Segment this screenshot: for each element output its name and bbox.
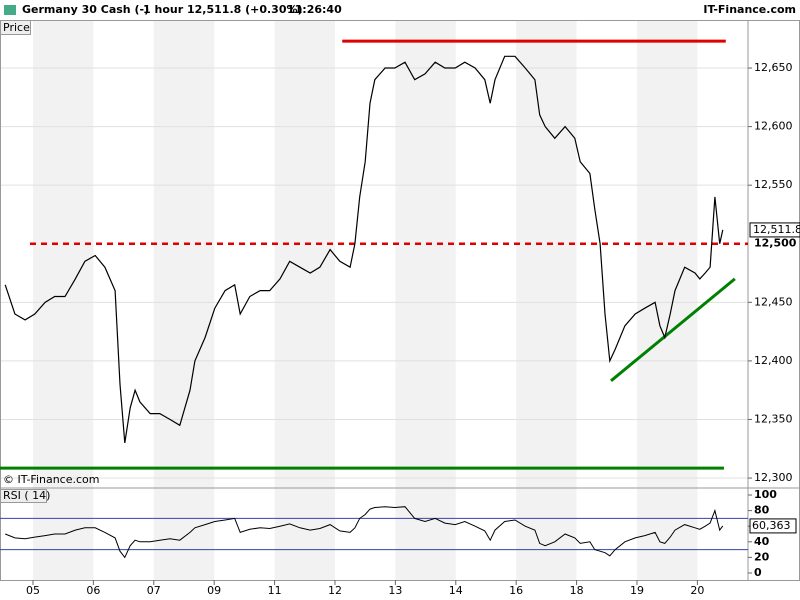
rsi-label: RSI ( 14) xyxy=(3,489,50,502)
x-tick-label: 19 xyxy=(630,584,644,597)
price-label: Price xyxy=(3,21,30,34)
time: 11:26:40 xyxy=(287,3,342,16)
last-price-box xyxy=(749,222,800,238)
y-tick-label: 12,350 xyxy=(754,412,793,425)
trend-line xyxy=(610,277,736,382)
copyright: © IT-Finance.com xyxy=(3,473,100,486)
brand: IT-Finance.com xyxy=(703,3,796,16)
quote: 12,511.8 (+0.30%) xyxy=(187,3,303,16)
day-band xyxy=(274,20,335,580)
day-band xyxy=(636,20,698,580)
y-tick-label: 80 xyxy=(754,504,770,517)
day-band xyxy=(516,20,577,580)
y-tick-label: 12,650 xyxy=(754,61,793,74)
interval: 1 hour xyxy=(143,3,184,16)
level-label: 12,500 xyxy=(754,237,797,250)
x-tick-label: 09 xyxy=(207,584,221,597)
y-tick-label: 12,450 xyxy=(754,295,793,308)
x-tick-label: 12 xyxy=(328,584,342,597)
x-tick-label: 16 xyxy=(509,584,523,597)
instrument: Germany 30 Cash (-) xyxy=(22,3,149,16)
x-tick-label: 11 xyxy=(268,584,282,597)
rsi-tab xyxy=(0,489,47,503)
y-tick-label: 12,550 xyxy=(754,178,793,191)
x-tick-label: 13 xyxy=(388,584,402,597)
day-band xyxy=(395,20,456,580)
price-line xyxy=(4,55,724,443)
price-tab xyxy=(0,20,31,35)
y-tick-label: 40 xyxy=(754,535,770,548)
y-tick-label: 100 xyxy=(754,488,777,501)
x-tick-label: 20 xyxy=(690,584,704,597)
rsi-last-label: 60,363 xyxy=(752,519,791,532)
x-tick-label: 14 xyxy=(449,584,463,597)
x-tick-label: 18 xyxy=(570,584,584,597)
x-tick-label: 07 xyxy=(147,584,161,597)
rsi-last-box xyxy=(749,518,797,534)
x-tick-label: 05 xyxy=(26,584,40,597)
y-tick-label: 0 xyxy=(754,566,762,579)
y-tick-label: 12,600 xyxy=(754,120,793,133)
icon xyxy=(4,5,16,15)
y-tick-label: 20 xyxy=(754,550,770,563)
x-tick-label: 06 xyxy=(86,584,100,597)
plot-area xyxy=(0,20,748,580)
y-tick-label: 12,400 xyxy=(754,354,793,367)
day-band xyxy=(32,20,94,580)
last-price-label: 12,511.8 xyxy=(753,223,800,236)
y-tick-label: 12,300 xyxy=(754,471,793,484)
day-band xyxy=(153,20,215,580)
rsi-line xyxy=(5,506,724,559)
